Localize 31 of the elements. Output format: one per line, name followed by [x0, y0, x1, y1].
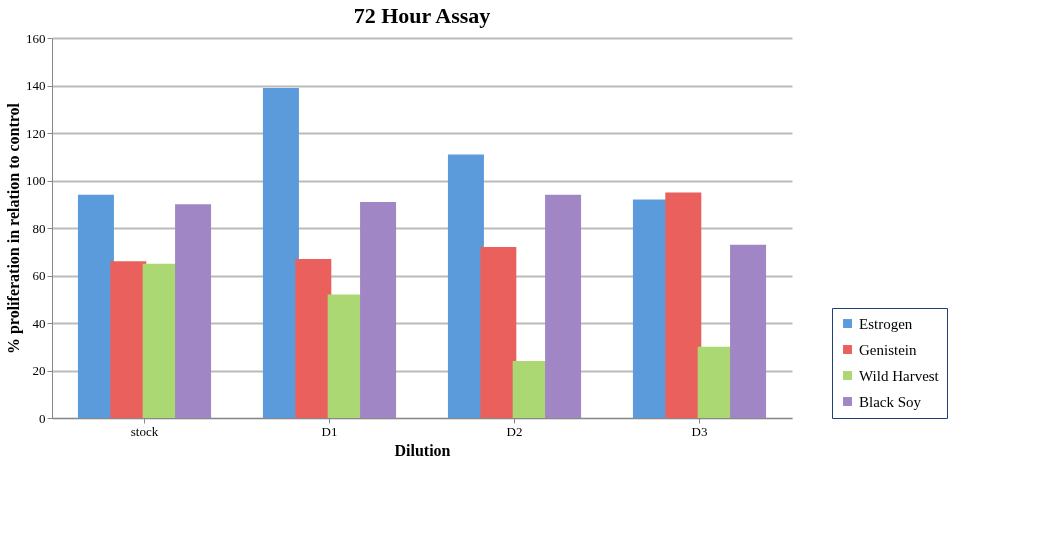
y-tick-label: 60 [32, 268, 46, 283]
bar [295, 258, 332, 418]
y-tick-label: 20 [32, 363, 46, 378]
y-tick-label: 40 [32, 315, 46, 331]
bar [665, 192, 702, 418]
bar [77, 194, 114, 418]
y-tick-label: 80 [32, 220, 46, 236]
x-axis-title: Dilution [394, 441, 451, 459]
y-tick-label: 0 [39, 410, 46, 426]
y-tick-label: 100 [26, 173, 46, 188]
x-tick-label: stock [130, 423, 159, 439]
x-tick-label: D1 [321, 423, 338, 439]
bar [175, 204, 212, 418]
legend-label: Estrogen [859, 315, 913, 332]
x-tick-label: D2 [506, 423, 523, 439]
chart-title: 72 Hour Assay [353, 3, 491, 28]
bar [730, 244, 767, 418]
legend-label: Genistein [859, 341, 917, 358]
legend-label: Black Soy [859, 393, 922, 410]
legend-label: Wild Harvest [859, 367, 940, 384]
bar [480, 247, 517, 418]
y-tick-label: 160 [26, 30, 46, 46]
y-tick-label: 120 [26, 125, 46, 141]
bar [447, 154, 484, 418]
y-tick-label: 140 [26, 78, 46, 93]
bar [110, 261, 147, 418]
bar [545, 194, 582, 418]
y-axis-title: % proliferation in relation to control [5, 102, 23, 355]
bar [360, 201, 397, 418]
bar [262, 87, 299, 418]
x-tick-label: D3 [691, 423, 708, 439]
